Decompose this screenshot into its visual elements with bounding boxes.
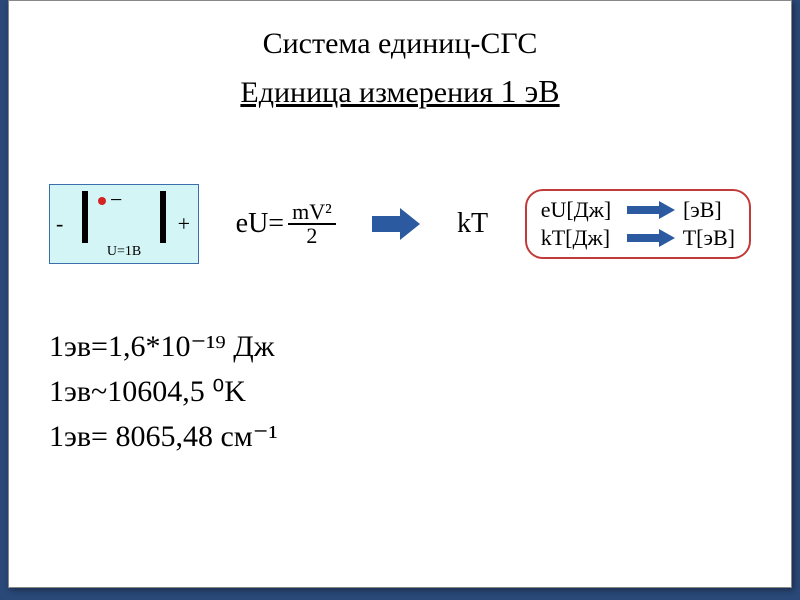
- arrow-icon: [627, 229, 675, 247]
- title: Система единиц-СГС: [49, 27, 751, 61]
- capacitor-diagram: - − + U=1В: [49, 184, 199, 264]
- voltage-label: U=1В: [50, 244, 198, 260]
- equation-line: 1эв=1,6*10⁻¹⁹ Дж: [49, 324, 751, 369]
- kt-text: kT: [457, 208, 488, 240]
- conv-lhs-2: kT[Дж]: [541, 225, 619, 251]
- big-arrow-icon: [372, 204, 420, 244]
- conv-rhs-2: T[эВ]: [683, 225, 735, 251]
- left-plate: [82, 191, 88, 243]
- conversion-box: eU[Дж] [эВ] kT[Дж] T[эВ]: [525, 189, 751, 259]
- charge-dot: [98, 197, 106, 205]
- conv-row-2: kT[Дж] T[эВ]: [541, 225, 735, 251]
- formula-row: - − + U=1В eU= mV² 2 kT eU[Дж]: [49, 184, 751, 264]
- inner-minus: −: [110, 187, 122, 213]
- conv-lhs-1: eU[Дж]: [541, 197, 619, 223]
- denominator: 2: [302, 225, 321, 247]
- formula-lhs: eU=: [236, 208, 284, 240]
- conv-rhs-1: [эВ]: [683, 197, 735, 223]
- slide-page: Система единиц-СГС Единица измерения 1 э…: [8, 0, 792, 588]
- subtitle-unit: 1 эВ: [501, 73, 560, 109]
- energy-formula: eU= mV² 2: [236, 201, 336, 247]
- fraction: mV² 2: [288, 201, 336, 247]
- plus-label: +: [178, 211, 190, 237]
- equation-line: 1эв= 8065,48 см⁻¹: [49, 414, 751, 459]
- subtitle-prefix: Единица измерения: [240, 76, 500, 109]
- arrow-icon: [627, 201, 675, 219]
- equation-line: 1эв~10604,5 ⁰K: [49, 369, 751, 414]
- right-plate: [160, 191, 166, 243]
- minus-label: -: [56, 211, 63, 237]
- equations-block: 1эв=1,6*10⁻¹⁹ Дж 1эв~10604,5 ⁰K 1эв= 806…: [49, 324, 751, 459]
- subtitle: Единица измерения 1 эВ: [49, 73, 751, 110]
- numerator: mV²: [288, 201, 336, 225]
- conv-row-1: eU[Дж] [эВ]: [541, 197, 735, 223]
